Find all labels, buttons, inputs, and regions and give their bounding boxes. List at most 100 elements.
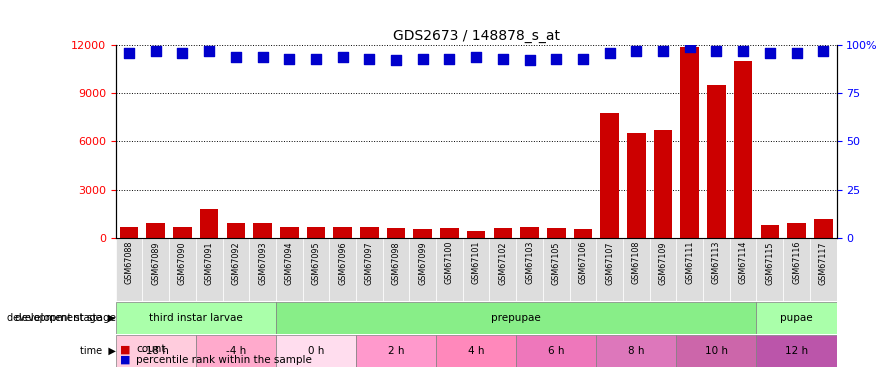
FancyBboxPatch shape bbox=[756, 335, 837, 367]
Text: GSM67088: GSM67088 bbox=[125, 241, 134, 284]
Bar bbox=[760, 225, 779, 238]
Bar bbox=[306, 228, 326, 238]
FancyBboxPatch shape bbox=[650, 238, 676, 301]
FancyBboxPatch shape bbox=[756, 238, 783, 301]
FancyBboxPatch shape bbox=[276, 335, 356, 367]
Point bbox=[362, 56, 376, 62]
FancyBboxPatch shape bbox=[222, 238, 249, 301]
Text: GSM67091: GSM67091 bbox=[205, 241, 214, 285]
Point bbox=[469, 54, 483, 60]
Point bbox=[709, 48, 724, 54]
Bar bbox=[360, 226, 379, 238]
FancyBboxPatch shape bbox=[703, 238, 730, 301]
FancyBboxPatch shape bbox=[276, 238, 303, 301]
Point bbox=[603, 50, 617, 56]
FancyBboxPatch shape bbox=[196, 335, 276, 367]
FancyBboxPatch shape bbox=[756, 302, 837, 334]
Point bbox=[629, 48, 643, 54]
Text: GSM67095: GSM67095 bbox=[312, 241, 320, 285]
Point bbox=[816, 48, 830, 54]
Text: GSM67093: GSM67093 bbox=[258, 241, 267, 285]
Point bbox=[416, 56, 430, 62]
Point bbox=[442, 56, 457, 62]
FancyBboxPatch shape bbox=[356, 335, 436, 367]
Bar bbox=[386, 228, 405, 238]
FancyBboxPatch shape bbox=[276, 302, 756, 334]
FancyBboxPatch shape bbox=[463, 238, 490, 301]
Point bbox=[175, 50, 190, 56]
Bar bbox=[653, 130, 673, 238]
Bar bbox=[466, 231, 486, 238]
Point bbox=[149, 48, 163, 54]
FancyBboxPatch shape bbox=[383, 238, 409, 301]
Text: GSM67092: GSM67092 bbox=[231, 241, 240, 285]
Text: GSM67117: GSM67117 bbox=[819, 241, 828, 285]
Point bbox=[122, 50, 136, 56]
FancyBboxPatch shape bbox=[516, 335, 596, 367]
Bar bbox=[120, 226, 139, 238]
Point bbox=[202, 48, 216, 54]
Text: development stage: development stage bbox=[15, 313, 116, 323]
Bar bbox=[493, 228, 513, 238]
Bar bbox=[520, 226, 538, 238]
Text: GSM67116: GSM67116 bbox=[792, 241, 801, 284]
FancyBboxPatch shape bbox=[596, 238, 623, 301]
FancyBboxPatch shape bbox=[436, 238, 463, 301]
FancyBboxPatch shape bbox=[249, 238, 276, 301]
Point bbox=[656, 48, 670, 54]
Text: GSM67099: GSM67099 bbox=[418, 241, 427, 285]
Point bbox=[255, 54, 270, 60]
FancyBboxPatch shape bbox=[436, 335, 516, 367]
Text: 6 h: 6 h bbox=[548, 346, 564, 356]
Text: 12 h: 12 h bbox=[785, 346, 808, 356]
Bar bbox=[226, 224, 246, 238]
Text: GSM67111: GSM67111 bbox=[685, 241, 694, 284]
Text: GSM67114: GSM67114 bbox=[739, 241, 748, 284]
Bar bbox=[573, 229, 592, 238]
FancyBboxPatch shape bbox=[169, 238, 196, 301]
Point bbox=[549, 56, 563, 62]
Text: GSM67089: GSM67089 bbox=[151, 241, 160, 285]
Bar bbox=[813, 219, 832, 238]
Text: 10 h: 10 h bbox=[705, 346, 728, 356]
Text: GSM67096: GSM67096 bbox=[338, 241, 347, 285]
FancyBboxPatch shape bbox=[142, 238, 169, 301]
FancyBboxPatch shape bbox=[783, 238, 810, 301]
FancyBboxPatch shape bbox=[676, 238, 703, 301]
Text: GSM67102: GSM67102 bbox=[498, 241, 507, 285]
Bar bbox=[333, 226, 352, 238]
Point bbox=[683, 44, 697, 50]
FancyBboxPatch shape bbox=[490, 238, 516, 301]
FancyBboxPatch shape bbox=[596, 335, 676, 367]
Text: -18 h: -18 h bbox=[142, 346, 169, 356]
Text: GSM67090: GSM67090 bbox=[178, 241, 187, 285]
Text: prepupae: prepupae bbox=[491, 313, 541, 323]
Text: 4 h: 4 h bbox=[468, 346, 484, 356]
FancyBboxPatch shape bbox=[543, 238, 570, 301]
Text: GSM67108: GSM67108 bbox=[632, 241, 641, 284]
Bar bbox=[440, 228, 459, 238]
Point bbox=[282, 56, 296, 62]
Text: GSM67113: GSM67113 bbox=[712, 241, 721, 284]
FancyBboxPatch shape bbox=[623, 238, 650, 301]
Text: GSM67100: GSM67100 bbox=[445, 241, 454, 284]
Text: count: count bbox=[136, 345, 166, 354]
Point bbox=[229, 54, 243, 60]
Bar bbox=[787, 224, 805, 238]
Bar bbox=[146, 224, 166, 238]
Bar bbox=[546, 228, 566, 238]
Text: 2 h: 2 h bbox=[388, 346, 404, 356]
Point bbox=[522, 57, 537, 63]
FancyBboxPatch shape bbox=[329, 238, 356, 301]
Text: GSM67098: GSM67098 bbox=[392, 241, 401, 285]
Text: GSM67115: GSM67115 bbox=[765, 241, 774, 285]
FancyBboxPatch shape bbox=[116, 302, 276, 334]
Text: pupae: pupae bbox=[781, 313, 813, 323]
Text: GSM67101: GSM67101 bbox=[472, 241, 481, 284]
Text: GSM67105: GSM67105 bbox=[552, 241, 561, 285]
Point bbox=[389, 57, 403, 63]
Bar bbox=[627, 134, 645, 238]
Text: third instar larvae: third instar larvae bbox=[149, 313, 243, 323]
Bar bbox=[733, 61, 752, 238]
Text: GSM67103: GSM67103 bbox=[525, 241, 534, 284]
